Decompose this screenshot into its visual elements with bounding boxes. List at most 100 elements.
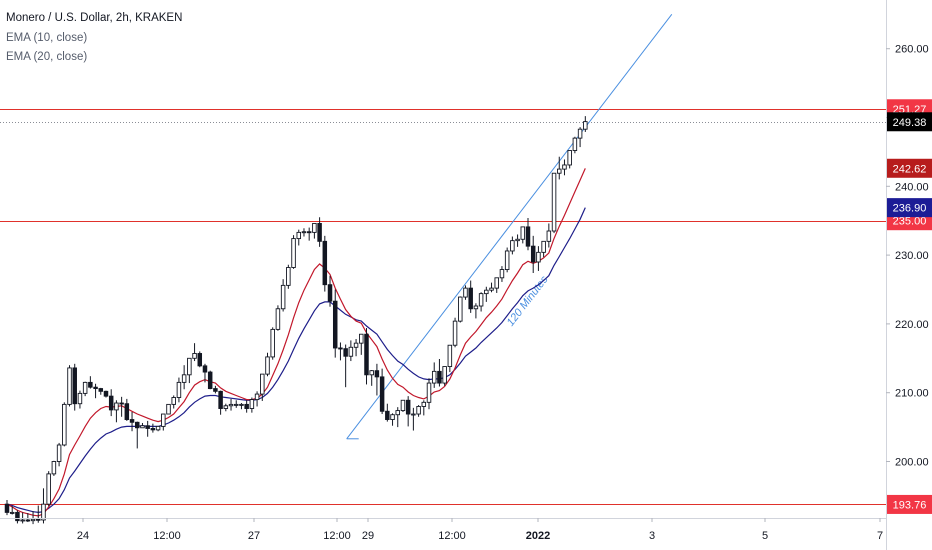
candle-body	[36, 518, 41, 521]
candle-down	[437, 358, 442, 387]
candle-up	[452, 317, 458, 348]
candle-body	[260, 373, 265, 395]
candle-body	[353, 342, 359, 348]
candle-body	[239, 403, 244, 406]
candle-body	[88, 381, 93, 388]
candle-up	[312, 223, 317, 239]
candle-up	[416, 405, 421, 417]
legend-ema10: EMA (10, close)	[6, 31, 88, 44]
candle-down	[129, 411, 135, 432]
candle-up	[171, 395, 176, 409]
candle-down	[374, 363, 380, 396]
candle-up	[270, 327, 275, 360]
candle-body	[332, 300, 338, 349]
candle-body	[46, 473, 51, 505]
candle-body	[301, 231, 307, 234]
ema20-price-tag: 236.90	[893, 203, 927, 215]
candle-down	[36, 505, 41, 523]
candle-up	[166, 403, 171, 415]
candle-up	[447, 344, 453, 373]
candle-body	[390, 414, 395, 420]
candle-up	[510, 236, 515, 255]
candle-body	[62, 403, 67, 446]
candle-body	[30, 518, 36, 522]
candle-body	[119, 402, 124, 405]
candle-body	[338, 347, 343, 350]
level-price-tag: 193.76	[893, 499, 927, 511]
candle-up	[541, 240, 546, 258]
candle-up	[562, 159, 567, 176]
candle-up	[390, 413, 395, 426]
candle-body	[244, 403, 249, 409]
candle-body	[218, 390, 223, 409]
candle-up	[348, 340, 354, 362]
candle-up	[291, 235, 296, 269]
levels-layer	[0, 109, 886, 505]
candle-up	[286, 264, 291, 289]
candle-up	[30, 511, 36, 525]
candle-down	[197, 351, 203, 368]
candle-up	[567, 150, 572, 169]
candle-down	[244, 400, 249, 413]
candle-up	[67, 365, 72, 407]
candle-up	[557, 156, 562, 180]
candle-body	[473, 305, 479, 310]
candle-body	[359, 333, 364, 344]
candle-up	[359, 333, 364, 355]
candle-body	[20, 519, 25, 522]
candle-up	[265, 352, 270, 377]
x-tick-label: 12:00	[323, 530, 351, 542]
candle-body	[114, 402, 119, 411]
y-tick-label: 260.00	[895, 44, 929, 56]
candle-up	[395, 407, 401, 428]
candle-up	[260, 373, 265, 401]
candle-body	[25, 519, 31, 522]
candle-up	[56, 442, 62, 467]
candle-down	[207, 370, 213, 390]
candle-up	[82, 381, 88, 397]
candle-body	[280, 284, 286, 310]
candle-down	[405, 396, 411, 427]
candle-body	[254, 393, 260, 401]
candle-body	[416, 406, 421, 415]
candle-body	[327, 284, 333, 302]
candle-down	[93, 383, 98, 399]
candle-up	[20, 512, 25, 524]
candle-body	[468, 287, 473, 310]
candle-body	[291, 238, 296, 268]
candle-up	[572, 136, 578, 154]
candle-up	[187, 357, 192, 384]
candle-body	[67, 367, 72, 405]
candle-up	[228, 398, 234, 411]
candle-body	[233, 403, 239, 406]
candle-body	[202, 365, 208, 373]
candle-down	[468, 280, 473, 313]
candle-body	[166, 403, 171, 415]
candle-body	[364, 333, 369, 376]
ema20-price-tag-bg	[887, 198, 932, 218]
candle-body	[499, 269, 505, 279]
candle-down	[364, 328, 369, 385]
candle-body	[478, 293, 484, 307]
candle-body	[187, 357, 192, 376]
candle-up	[192, 343, 197, 362]
candle-up	[536, 246, 541, 271]
candle-body	[181, 374, 187, 383]
candle-body	[317, 223, 322, 242]
candle-body	[228, 403, 234, 407]
candle-body	[140, 425, 145, 429]
candle-body	[541, 240, 546, 253]
candle-body	[431, 370, 437, 384]
candle-down	[530, 235, 536, 273]
candle-body	[520, 226, 526, 240]
candle-body	[176, 381, 182, 398]
x-tick-label: 12:00	[438, 530, 466, 542]
candle-body	[551, 172, 557, 232]
y-tick-label: 220.00	[895, 319, 929, 331]
candle-body	[223, 405, 229, 409]
candle-down	[103, 390, 109, 398]
candle-up	[484, 286, 489, 302]
candle-down	[332, 289, 338, 358]
candle-body	[312, 223, 317, 233]
